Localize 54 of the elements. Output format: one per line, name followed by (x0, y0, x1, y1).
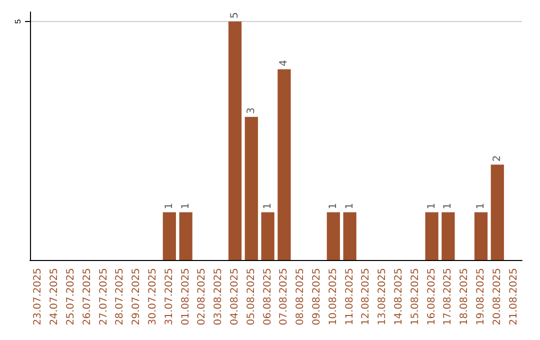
x-tick-label: 10.08.2025 (328, 268, 339, 326)
bar (474, 212, 488, 260)
x-tick-label: 30.07.2025 (148, 268, 158, 326)
data-label: 2 (492, 155, 503, 162)
x-tick-label: 28.07.2025 (114, 268, 126, 326)
x-tick-label: 27.07.2025 (98, 268, 110, 326)
x-tick-label: 26.07.2025 (82, 268, 93, 326)
bar (326, 212, 340, 260)
data-label: 4 (278, 60, 290, 66)
x-tick-label: 20.08.2025 (492, 268, 503, 326)
data-label: 1 (476, 202, 486, 210)
x-tick-label: 16.08.2025 (426, 268, 438, 326)
x-tick-label: 12.08.2025 (360, 268, 372, 326)
bar (162, 212, 176, 260)
x-tick-label: 09.08.2025 (312, 268, 322, 326)
bar (261, 212, 274, 260)
x-tick-label: 05.08.2025 (246, 268, 257, 326)
data-label: 1 (328, 202, 339, 210)
x-tick-label: 23.07.2025 (32, 268, 44, 326)
x-tick-label: 19.08.2025 (476, 268, 486, 326)
bar (278, 69, 291, 260)
bar (490, 164, 504, 260)
bar (343, 212, 356, 260)
x-tick-label: 03.08.2025 (213, 268, 224, 326)
x-tick-label: 15.08.2025 (410, 268, 421, 326)
bar (179, 212, 192, 260)
data-label: 1 (164, 202, 175, 210)
bar (425, 212, 438, 260)
bar (442, 212, 455, 260)
bar (228, 22, 242, 260)
bar (244, 116, 258, 260)
x-tick-label: 14.08.2025 (394, 268, 404, 326)
x-tick-label: 07.08.2025 (278, 268, 290, 326)
x-tick-label: 11.08.2025 (344, 268, 356, 326)
x-tick-label: 06.08.2025 (262, 268, 274, 326)
x-tick-label: 02.08.2025 (196, 268, 208, 326)
data-label: 5 (230, 12, 240, 19)
x-tick-label: 31.07.2025 (164, 268, 175, 326)
x-tick-label: 21.08.2025 (508, 268, 520, 326)
x-tick-label: 25.07.2025 (66, 268, 76, 326)
x-tick-label: 17.08.2025 (442, 268, 454, 326)
data-label: 1 (262, 202, 274, 210)
x-tick-label: 01.08.2025 (180, 268, 192, 326)
x-tick-label: 08.08.2025 (295, 268, 306, 326)
data-label: 3 (246, 108, 257, 114)
x-tick-label: 18.08.2025 (459, 268, 470, 326)
data-label: 1 (442, 202, 454, 210)
x-tick-label: 29.07.2025 (131, 268, 142, 326)
x-tick-label: 04.08.2025 (230, 268, 240, 326)
x-tick-label: 24.07.2025 (49, 268, 60, 326)
x-tick-label: 13.08.2025 (377, 268, 388, 326)
data-label: 1 (426, 202, 438, 210)
data-label: 1 (344, 202, 356, 210)
data-label: 1 (180, 202, 192, 210)
